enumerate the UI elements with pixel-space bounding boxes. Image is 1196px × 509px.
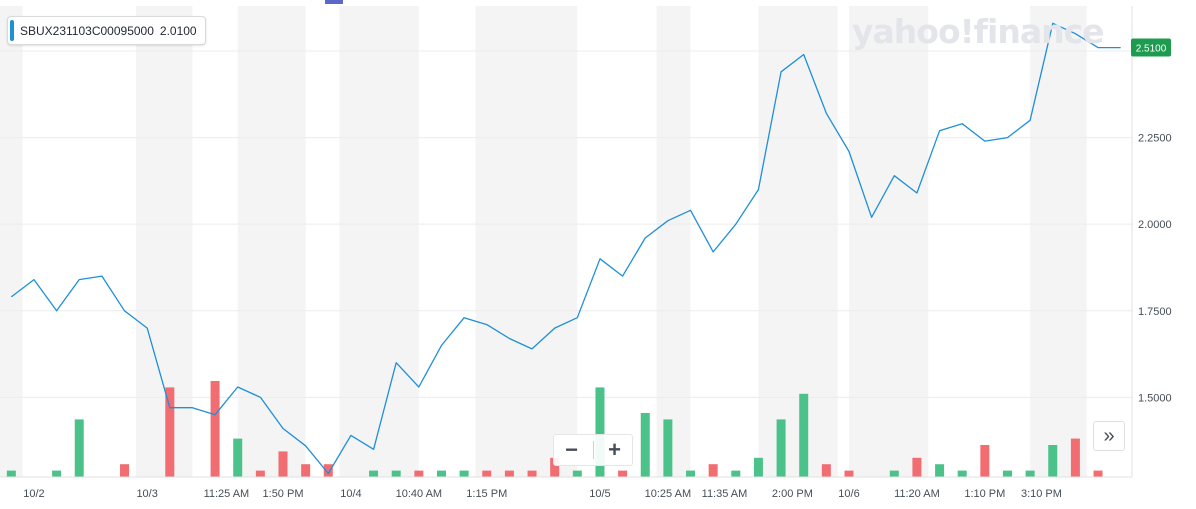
volume-bar [821, 464, 831, 477]
session-band [849, 6, 929, 477]
session-band [475, 6, 578, 477]
price-line [10, 22, 1121, 475]
top-range-marker [325, 0, 343, 4]
session-band [0, 6, 23, 477]
series-legend[interactable]: SBUX231103C00095000 2.0100 [7, 16, 206, 45]
volume-bars [6, 381, 1103, 477]
zoom-controls: − + [553, 434, 633, 466]
volume-bar [301, 464, 311, 477]
y-tick-label: 1.5000 [1138, 392, 1172, 404]
volume-bar [844, 470, 854, 477]
series-value: 2.0100 [159, 23, 197, 38]
volume-bar [436, 470, 446, 477]
volume-bar [799, 393, 809, 477]
volume-bar [1002, 470, 1012, 477]
volume-bar [889, 470, 899, 477]
x-tick-label: 10/2 [23, 488, 44, 500]
volume-bar [369, 470, 379, 477]
last-price-badge [1131, 38, 1171, 57]
session-band [237, 6, 306, 477]
series-symbol: SBUX231103C00095000 [20, 23, 154, 38]
x-tick-label: 10/4 [340, 488, 361, 500]
volume-bar [278, 451, 288, 477]
x-tick-label: 1:10 PM [964, 488, 1005, 500]
session-band [339, 6, 419, 477]
volume-bar [640, 413, 650, 477]
yahoo-finance-logo: yahoo!finance [852, 12, 1105, 51]
last-price-badge-group: 2.5100 [1131, 38, 1171, 57]
last-price-label: 2.5100 [1136, 44, 1167, 55]
y-tick-label: 2.2500 [1138, 133, 1172, 145]
volume-bar [210, 381, 220, 477]
volume-bar [74, 419, 84, 477]
volume-bar [980, 445, 990, 477]
x-tick-label: 10:40 AM [396, 488, 442, 500]
x-tick-label: 2:00 PM [772, 488, 813, 500]
volume-bar [52, 470, 62, 477]
volume-bar [323, 464, 333, 477]
volume-bar [504, 470, 514, 477]
volume-bar [391, 470, 401, 477]
volume-bar [731, 470, 741, 477]
zoom-out-button[interactable]: − [565, 437, 578, 462]
volume-bar [6, 470, 16, 477]
x-tick-label: 3:10 PM [1021, 488, 1062, 500]
x-axis: 10/2 10/3 11:25 AM 1:50 PM 10/4 10:40 AM 1:15 … [23, 488, 1062, 500]
volume-bar [1093, 470, 1103, 477]
zoom-divider [592, 441, 594, 459]
x-tick-label: 10/5 [589, 488, 610, 500]
scroll-right-button[interactable]: » [1093, 421, 1125, 451]
volume-bar [120, 464, 130, 477]
x-tick-label: 11:35 AM [702, 488, 748, 500]
session-band [758, 6, 838, 477]
session-band [1030, 6, 1087, 477]
y-tick-label: 2.0000 [1138, 219, 1172, 231]
session-bands [0, 6, 1087, 477]
y-tick-label: 1.7500 [1138, 306, 1172, 318]
x-tick-label: 1:15 PM [466, 488, 507, 500]
volume-bar [595, 387, 605, 477]
volume-bar [165, 387, 175, 477]
volume-bar [527, 470, 537, 477]
volume-bar [663, 419, 673, 477]
x-tick-label: 10:25 AM [645, 488, 691, 500]
volume-bar [572, 470, 582, 477]
x-tick-label: 10/3 [136, 488, 157, 500]
volume-bar [1070, 438, 1080, 477]
volume-bar [708, 464, 718, 477]
volume-bar [618, 470, 628, 477]
double-chevron-right-icon: » [1103, 424, 1115, 447]
volume-bar [935, 464, 945, 477]
volume-bar [686, 470, 696, 477]
volume-bar [414, 470, 424, 477]
x-tick-label: 10/6 [838, 488, 859, 500]
volume-bar [482, 470, 492, 477]
x-tick-label: 11:25 AM [204, 488, 250, 500]
volume-bar [776, 419, 786, 477]
volume-bar [1048, 445, 1058, 477]
volume-bar [753, 457, 763, 477]
price-line-group [10, 22, 1121, 475]
volume-bar [550, 457, 560, 477]
zoom-in-button[interactable]: + [608, 437, 621, 462]
volume-bar [912, 457, 922, 477]
volume-bar [1025, 470, 1035, 477]
grid-lines [0, 50, 1132, 398]
x-tick-label: 1:50 PM [263, 488, 304, 500]
volume-bar [459, 470, 469, 477]
y-axis: 1.5000 1.7500 2.0000 2.2500 [0, 6, 1172, 478]
session-band [135, 6, 193, 477]
volume-bar [233, 438, 243, 477]
volume-bar [957, 470, 967, 477]
x-tick-label: 11:20 AM [894, 488, 940, 500]
session-band [656, 6, 691, 477]
series-color-swatch [10, 20, 14, 41]
volume-bar [255, 470, 265, 477]
